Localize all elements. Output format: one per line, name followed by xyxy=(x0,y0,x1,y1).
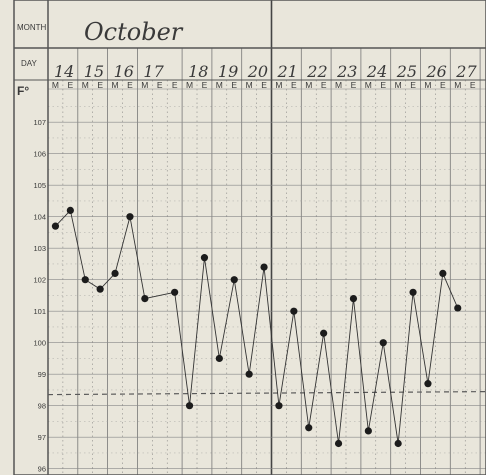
sub-column-label: M xyxy=(424,80,431,90)
sub-column-label: E xyxy=(321,80,327,90)
day-label-26: 26 xyxy=(426,62,447,81)
temperature-point xyxy=(66,206,74,214)
temperature-point xyxy=(394,439,402,448)
temperature-point xyxy=(171,288,179,296)
temperature-point xyxy=(51,222,60,230)
day-label-24: 24 xyxy=(366,62,387,81)
temperature-point xyxy=(290,307,298,315)
temperature-point xyxy=(334,439,343,448)
temperature-series xyxy=(51,206,462,448)
temperature-point xyxy=(275,402,283,410)
temperature-point xyxy=(185,402,194,410)
sub-column-label: M xyxy=(395,80,402,90)
sub-column-label: E xyxy=(291,80,297,90)
day-label-14: 14 xyxy=(54,62,74,81)
temperature-point xyxy=(81,276,89,284)
sub-column-label: E xyxy=(351,80,357,90)
temperature-point xyxy=(424,380,432,388)
sub-column-label: E xyxy=(157,80,163,90)
temperature-point xyxy=(96,285,104,293)
sub-column-label: M xyxy=(52,80,59,90)
day-labels: 14 15 16 17 18 19 20 21 22 23 24 25 26 27 xyxy=(54,62,477,81)
sub-column-label: M xyxy=(216,80,223,90)
sub-column-label: M xyxy=(335,80,342,90)
sub-column-label: E xyxy=(470,80,476,90)
sub-column-label: M xyxy=(82,80,89,90)
temperature-point xyxy=(126,213,134,221)
day-label-17: 17 xyxy=(143,62,164,81)
temperature-point xyxy=(141,295,149,303)
day-label-27: 27 xyxy=(455,62,477,81)
sub-column-label: M xyxy=(186,80,193,90)
y-tick-label: 96 xyxy=(38,465,46,474)
day-label-16: 16 xyxy=(114,62,134,81)
temperature-point xyxy=(215,354,223,363)
y-tick-label: 104 xyxy=(33,213,46,222)
sub-column-label: E xyxy=(127,80,133,90)
temperature-point xyxy=(439,269,447,277)
sub-column-label: E xyxy=(68,80,74,90)
sub-column-label: M xyxy=(275,80,282,90)
chart-frame xyxy=(13,0,486,475)
day-label-21: 21 xyxy=(277,62,298,81)
sub-column-label: M xyxy=(246,80,253,90)
temperature-point xyxy=(349,295,358,303)
day-label: DAY xyxy=(21,59,38,68)
day-label-18: 18 xyxy=(188,62,208,81)
y-tick-labels: 96 97 98 99 100 101 102 103 104 105 106 107 xyxy=(33,118,46,474)
y-tick-label: 97 xyxy=(38,433,46,442)
unit-label: F° xyxy=(17,84,29,98)
sub-column-label: E xyxy=(410,80,416,90)
day-label-20: 20 xyxy=(247,62,268,81)
sub-column-label: M xyxy=(454,80,461,90)
month-label: MONTH xyxy=(17,23,47,32)
sub-column-label: E xyxy=(261,80,267,90)
sub-column-label: E xyxy=(202,80,208,90)
day-label-22: 22 xyxy=(306,62,327,81)
temperature-point xyxy=(245,370,253,378)
temperature-point xyxy=(364,427,372,435)
month-value: October xyxy=(84,18,184,46)
temperature-point xyxy=(379,339,387,347)
day-label-23: 23 xyxy=(336,62,357,81)
y-tick-label: 102 xyxy=(33,276,46,285)
day-label-25: 25 xyxy=(396,62,417,81)
day-label-15: 15 xyxy=(84,62,104,81)
sub-column-label: E xyxy=(172,80,178,90)
y-tick-label: 100 xyxy=(33,339,46,348)
temperature-point xyxy=(230,276,238,284)
sub-column-label: M xyxy=(305,80,312,90)
y-tick-label: 101 xyxy=(33,307,46,316)
sub-column-label: E xyxy=(440,80,446,90)
day-label-19: 19 xyxy=(218,62,238,81)
temperature-point xyxy=(409,288,417,296)
y-tick-label: 107 xyxy=(33,118,46,127)
chart-grid xyxy=(47,0,486,475)
temperature-point xyxy=(200,254,209,262)
temperature-point xyxy=(260,263,268,271)
sub-column-label: E xyxy=(97,80,103,90)
y-tick-label: 103 xyxy=(33,244,46,253)
normal-line xyxy=(47,391,486,396)
sub-column-label: M xyxy=(141,80,148,90)
temperature-point xyxy=(305,424,313,432)
sub-column-label: E xyxy=(231,80,237,90)
temperature-point xyxy=(320,329,328,337)
sub-column-label: M xyxy=(365,80,372,90)
temperature-point xyxy=(111,269,119,277)
y-tick-label: 105 xyxy=(33,181,46,190)
sub-column-label: E xyxy=(380,80,386,90)
normal-temperature-line xyxy=(47,391,486,396)
temperature-point xyxy=(454,304,462,312)
y-tick-label: 99 xyxy=(38,370,46,379)
y-tick-label: 98 xyxy=(38,402,46,411)
y-tick-label: 106 xyxy=(33,150,46,159)
sub-column-label: M xyxy=(112,80,119,90)
